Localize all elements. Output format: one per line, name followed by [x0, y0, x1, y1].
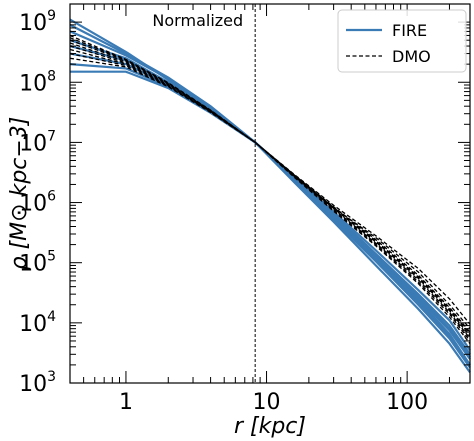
- series-layer: [69, 18, 471, 374]
- normalized-annotation: Normalized: [152, 11, 243, 30]
- y-tick-label: 105: [19, 249, 56, 277]
- plot-frame: [69, 3, 471, 384]
- y-tick-label: 104: [19, 309, 56, 337]
- y-axis-label: ρ [M⊙ kpc−3]: [7, 117, 32, 271]
- dmo-profile-line: [69, 37, 471, 345]
- x-axis-label: r [kpc]: [234, 414, 306, 439]
- legend: FIRE DMO: [337, 9, 467, 73]
- tick-labels-layer: 1 10 100 103 104 105 106 107 108 109: [19, 8, 428, 415]
- dmo-profile-line: [69, 57, 471, 335]
- fire-profile-line: [69, 23, 471, 366]
- dmo-profile-line: [69, 45, 471, 330]
- x-tick-label: 1: [119, 390, 133, 415]
- fire-profile-line: [69, 52, 471, 366]
- legend-box: [337, 9, 467, 73]
- x-tick-label: 100: [386, 390, 428, 415]
- dmo-profile-line: [69, 48, 471, 339]
- y-tick-label: 108: [19, 68, 56, 96]
- x-tick-label: 10: [253, 390, 281, 415]
- legend-label-dmo: DMO: [392, 47, 431, 66]
- y-tick-label: 106: [19, 189, 56, 217]
- y-tick-label: 103: [19, 369, 56, 397]
- fire-profile-line: [70, 70, 471, 351]
- fire-profile-line: [69, 39, 471, 360]
- y-tick-label: 109: [19, 8, 56, 36]
- legend-label-fire: FIRE: [392, 21, 427, 40]
- y-tick-label: 107: [19, 128, 56, 156]
- fire-profile-line: [69, 44, 471, 355]
- fire-profile-line: [69, 63, 471, 358]
- fire-profile-line: [69, 30, 471, 369]
- ticks-layer: [69, 3, 470, 384]
